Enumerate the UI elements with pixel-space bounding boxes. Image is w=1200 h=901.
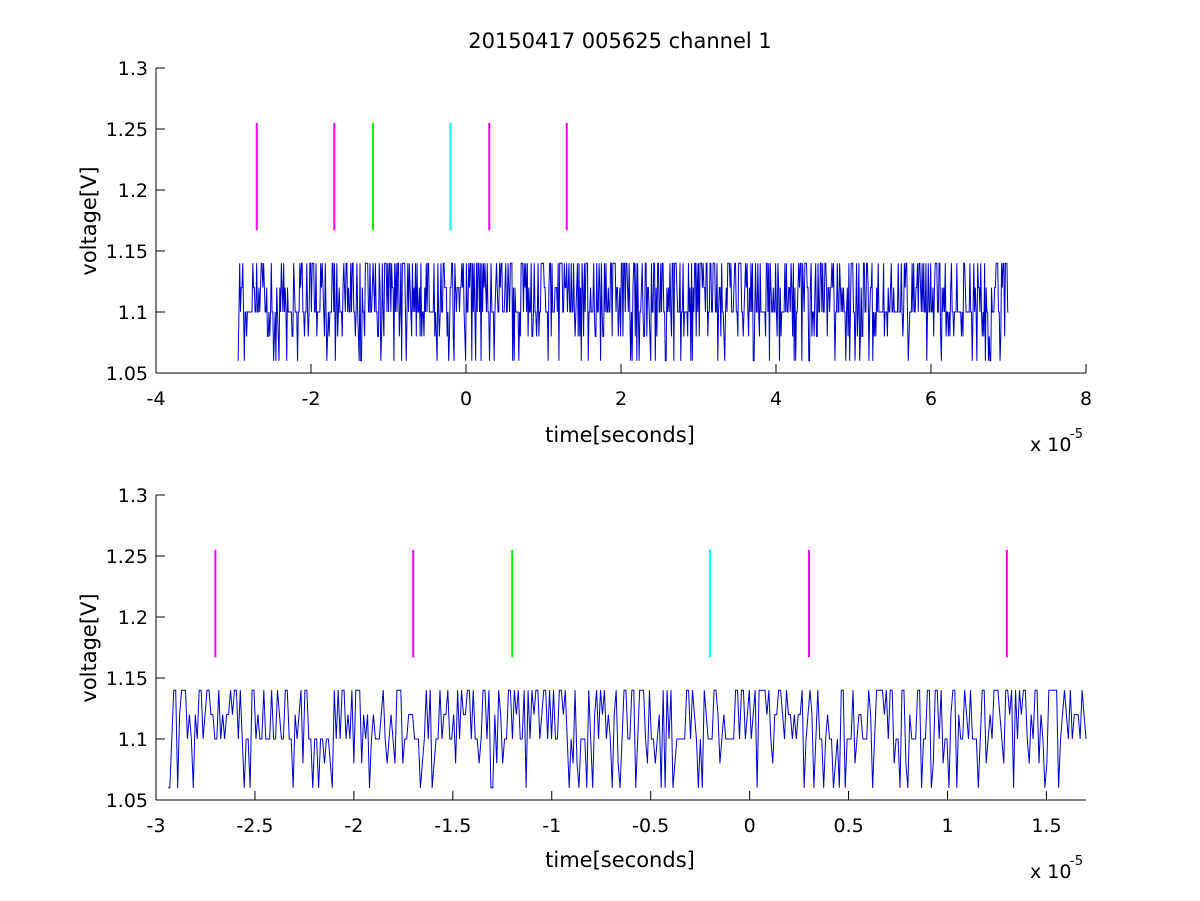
y-tick-label: 1.1	[118, 729, 148, 751]
x-axis-label-top: time[seconds]	[545, 423, 695, 447]
x-axis-label-bottom: time[seconds]	[545, 848, 695, 872]
marker-layer-bottom	[214, 549, 1008, 658]
subplot-top: 20150417 005625 channel 1 -4 -2 0 2 4 6 8 1.05 1…	[77, 29, 1092, 456]
signal-layer-bottom	[167, 689, 1087, 789]
x-tick-label: 0.5	[833, 815, 863, 837]
marker-layer-top	[255, 122, 568, 231]
subplot-bottom: -3 -2.5 -2 -1.5 -1 -0.5 0 0.5 1 1.5 1.05 1.1 1.15 1.2…	[77, 485, 1087, 883]
y-tick-label: 1.1	[118, 302, 148, 324]
y-tick-label: 1.2	[118, 180, 148, 202]
signal-trace	[237, 262, 1009, 362]
x-tick-label: -2.5	[236, 815, 273, 837]
y-tick-label: 1.05	[106, 790, 148, 812]
x-tick-label: 2	[615, 388, 627, 410]
y-axis-label-top: voltage[V]	[77, 166, 101, 275]
y-tick-label: 1.3	[118, 58, 148, 80]
y-tick-label: 1.25	[106, 546, 148, 568]
x-tick-label: -1.5	[434, 815, 471, 837]
y-tick-label: 1.2	[118, 607, 148, 629]
x-tick-label: 0	[744, 815, 756, 837]
axes-top: -4 -2 0 2 4 6 8 1.05 1.1 1.15 1.2 1.25 1.3	[106, 58, 1092, 410]
x-tick-label: -3	[147, 815, 166, 837]
y-tick-label: 1.3	[118, 485, 148, 507]
x-multiplier-bottom: x 10 -5	[1030, 854, 1083, 883]
signal-layer-top	[237, 262, 1009, 362]
x-tick-label: -1	[542, 815, 561, 837]
x-tick-label: -0.5	[632, 815, 669, 837]
y-tick-label: 1.25	[106, 119, 148, 141]
x-multiplier-exp-top: -5	[1070, 427, 1083, 442]
y-tick-label: 1.05	[106, 363, 148, 385]
x-tick-label: 8	[1080, 388, 1092, 410]
x-tick-label: 1.5	[1031, 815, 1061, 837]
chart-title: 20150417 005625 channel 1	[468, 29, 772, 53]
signal-trace	[167, 689, 1087, 789]
x-tick-label: -2	[302, 388, 321, 410]
x-tick-label: 4	[770, 388, 782, 410]
x-multiplier-base-top: x 10	[1030, 434, 1071, 456]
x-tick-label: -2	[344, 815, 363, 837]
x-multiplier-base-bottom: x 10	[1030, 861, 1071, 883]
x-tick-label: 1	[941, 815, 953, 837]
x-multiplier-top: x 10 -5	[1030, 427, 1083, 456]
x-multiplier-exp-bottom: -5	[1070, 854, 1083, 869]
y-tick-label: 1.15	[106, 241, 148, 263]
x-tick-label: 0	[460, 388, 472, 410]
axes-bottom: -3 -2.5 -2 -1.5 -1 -0.5 0 0.5 1 1.5 1.05 1.1 1.15 1.2…	[106, 485, 1086, 837]
y-tick-label: 1.15	[106, 668, 148, 690]
y-axis-label-bottom: voltage[V]	[77, 593, 101, 702]
x-tick-label: 6	[925, 388, 937, 410]
x-tick-label: -4	[147, 388, 166, 410]
